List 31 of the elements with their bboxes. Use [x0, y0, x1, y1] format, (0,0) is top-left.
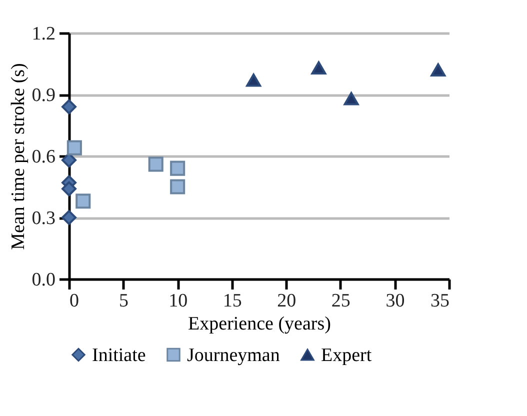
- x-tick-label: 5: [119, 290, 129, 312]
- point: [148, 156, 164, 172]
- point: [61, 210, 77, 226]
- legend-label: Initiate: [92, 344, 146, 366]
- y-tick-label: 0.6: [32, 146, 56, 168]
- legend-label: Expert: [321, 344, 372, 366]
- legend-label: Journeyman: [187, 344, 280, 366]
- y-tick-label: 0.9: [32, 85, 56, 106]
- x-axis-title: Experience (years): [188, 314, 331, 334]
- point: [170, 160, 186, 176]
- x-tick-label: 20: [277, 290, 296, 312]
- point: [430, 63, 446, 77]
- y-axis-title: Mean time per stroke (s): [8, 63, 29, 250]
- x-tick-label: 30: [386, 290, 405, 312]
- x-tick-label: 10: [168, 290, 188, 312]
- point: [311, 61, 326, 74]
- y-tick-label: 0.3: [32, 208, 56, 229]
- point: [344, 92, 359, 106]
- point: [61, 181, 77, 196]
- x-tick-label: 0: [70, 290, 79, 312]
- point: [66, 140, 82, 156]
- point: [246, 74, 262, 87]
- point: [76, 194, 91, 209]
- point: [61, 99, 77, 114]
- y-tick-label: 0.0: [32, 270, 56, 290]
- x-tick-label: 15: [222, 290, 242, 312]
- point: [61, 152, 77, 168]
- y-tick-label: 1.2: [32, 24, 56, 44]
- point: [170, 179, 186, 194]
- x-tick-label: 25: [331, 290, 350, 312]
- x-tick-label: 35: [430, 290, 450, 312]
